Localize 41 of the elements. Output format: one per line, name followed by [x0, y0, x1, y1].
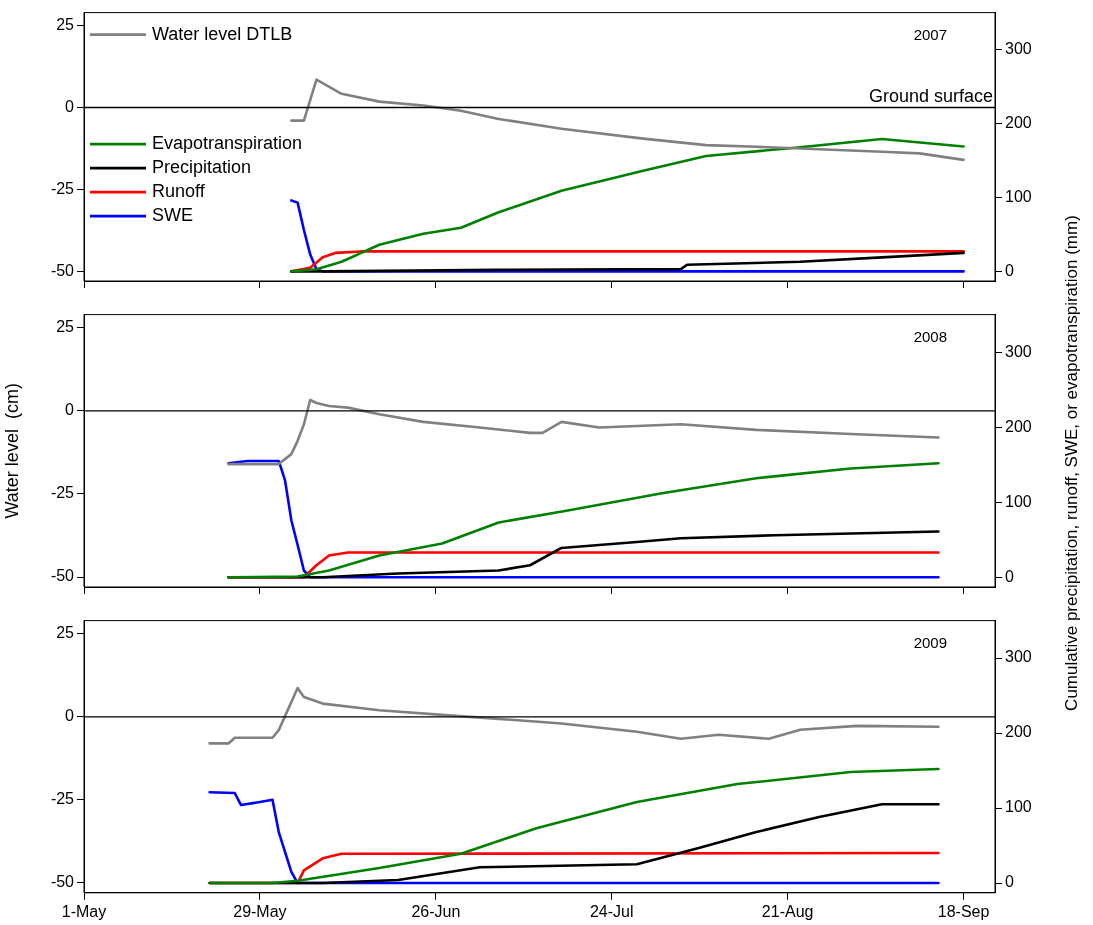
x-tick-label: 18-Sep	[937, 902, 990, 920]
y-tick-label: -25	[50, 484, 75, 502]
x-tick-label: 21-Aug	[761, 902, 814, 920]
y2-tick-label: 0	[1005, 261, 1014, 279]
legend-label: Precipitation	[152, 157, 252, 178]
annotation: 2009	[913, 634, 947, 652]
x-tick-label: 26-Jun	[411, 902, 461, 920]
y2-axis-title: Cumulative precipitation, runoff, SWE, or evapotranspiration (mm)	[1062, 214, 1082, 713]
legend-label: Runoff	[152, 181, 206, 202]
annotation: 2008	[913, 328, 947, 346]
y2-tick-label: 300	[1005, 648, 1032, 666]
y-tick-label: -25	[50, 790, 75, 808]
y2-tick-label: 200	[1005, 723, 1032, 741]
y2-tick-label: 100	[1005, 187, 1032, 205]
legend-label: Evapotranspiration	[152, 133, 303, 154]
y-tick-label: 25	[56, 318, 75, 336]
y-tick-label: -25	[50, 179, 75, 197]
x-tick-label: 29-May	[233, 902, 287, 920]
legend-label: SWE	[152, 205, 194, 226]
y-tick-label: 25	[56, 16, 75, 34]
y2-tick-label: 100	[1005, 492, 1032, 510]
y-tick-label: 0	[65, 97, 75, 115]
y2-tick-label: 0	[1005, 567, 1014, 585]
y-axis-title: Water level (cm)	[1, 383, 22, 519]
y-tick-label: -50	[50, 567, 75, 585]
y2-tick-label: 200	[1005, 417, 1032, 435]
y-tick-label: -50	[50, 261, 75, 279]
y2-tick-label: 0	[1005, 873, 1014, 891]
x-tick-label: 24-Jul	[589, 902, 634, 920]
annotation: 2007	[913, 26, 947, 44]
y-tick-label: -50	[50, 873, 75, 891]
y2-tick-label: 100	[1005, 798, 1032, 816]
y-tick-label: 0	[65, 707, 75, 725]
y-tick-label: 0	[65, 401, 75, 419]
y-tick-label: 25	[56, 624, 75, 642]
y2-tick-label: 200	[1005, 113, 1032, 131]
y2-tick-label: 300	[1005, 39, 1032, 57]
legend-label: Water level DTLB	[152, 23, 293, 44]
y2-tick-label: 300	[1005, 342, 1032, 360]
x-tick-label: 1-May	[61, 902, 107, 920]
ref-line-label: Ground surface	[868, 86, 993, 107]
